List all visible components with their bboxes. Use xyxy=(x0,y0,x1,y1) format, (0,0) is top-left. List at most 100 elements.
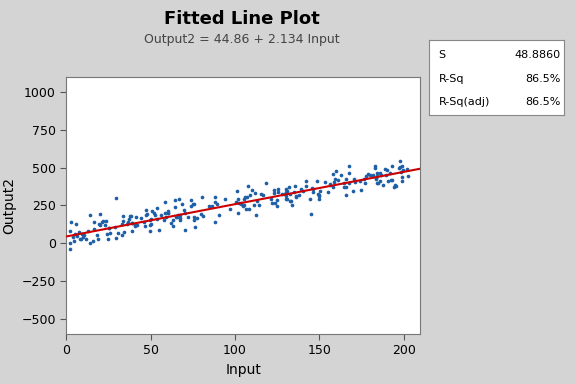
Text: S: S xyxy=(438,50,446,60)
Point xyxy=(174,212,183,218)
Point xyxy=(286,198,295,204)
Point xyxy=(392,183,401,189)
Point xyxy=(117,232,126,238)
Point xyxy=(234,200,244,207)
Point xyxy=(66,219,75,225)
Point xyxy=(153,216,162,222)
Point xyxy=(72,233,81,239)
Point xyxy=(359,176,369,182)
Point xyxy=(175,212,184,218)
Point xyxy=(92,232,101,238)
Point xyxy=(226,207,235,213)
Point xyxy=(388,177,397,183)
Point xyxy=(383,178,392,184)
Point xyxy=(240,195,249,202)
Point xyxy=(256,191,266,197)
Point xyxy=(89,219,98,225)
Point xyxy=(315,188,324,194)
Point xyxy=(105,225,114,231)
Point xyxy=(81,236,90,242)
Point xyxy=(330,176,339,182)
Point xyxy=(127,228,137,234)
Point xyxy=(381,172,391,178)
Point xyxy=(147,221,156,227)
Point xyxy=(284,184,293,190)
Point xyxy=(281,196,290,202)
Point xyxy=(373,180,382,186)
Point xyxy=(207,203,216,209)
Point xyxy=(403,173,412,179)
Point xyxy=(69,234,78,240)
Point xyxy=(65,245,74,252)
Point xyxy=(329,179,338,185)
Point xyxy=(104,225,113,231)
Point xyxy=(250,190,259,196)
Point xyxy=(259,192,268,198)
Point xyxy=(274,189,283,195)
Point xyxy=(373,170,382,176)
Point xyxy=(119,212,128,218)
Point xyxy=(89,237,98,243)
Point xyxy=(119,229,128,235)
Point xyxy=(244,205,253,212)
Point xyxy=(397,174,406,180)
Point xyxy=(96,222,105,228)
Point xyxy=(369,173,378,179)
Point xyxy=(113,230,122,236)
Point xyxy=(342,184,351,190)
Point xyxy=(370,165,380,171)
Point xyxy=(220,196,229,202)
Point xyxy=(168,223,177,229)
Text: Output2 = 44.86 + 2.134 Input: Output2 = 44.86 + 2.134 Input xyxy=(144,33,340,46)
Point xyxy=(79,232,89,238)
Point xyxy=(137,215,146,221)
Text: R-Sq: R-Sq xyxy=(438,73,464,83)
Point xyxy=(323,189,332,195)
Point xyxy=(175,217,184,223)
Point xyxy=(252,212,261,218)
Point xyxy=(160,210,169,216)
Point xyxy=(270,187,279,194)
Point xyxy=(309,189,318,195)
Point xyxy=(103,236,112,242)
Point xyxy=(273,186,282,192)
Point xyxy=(249,202,258,208)
Point xyxy=(301,182,310,189)
Point xyxy=(378,182,387,188)
Point xyxy=(281,186,290,192)
Point xyxy=(232,199,241,205)
Point xyxy=(145,228,154,234)
Point xyxy=(340,180,349,187)
Point xyxy=(255,202,264,209)
Point xyxy=(267,200,276,206)
Point xyxy=(77,230,86,237)
Point xyxy=(188,200,198,207)
Point xyxy=(386,177,396,183)
Point xyxy=(124,216,134,222)
Point xyxy=(97,218,106,225)
Text: 86.5%: 86.5% xyxy=(525,97,560,107)
Text: Fitted Line Plot: Fitted Line Plot xyxy=(164,10,320,28)
Point xyxy=(181,210,190,216)
Point xyxy=(403,166,412,172)
Point xyxy=(210,219,219,225)
Point xyxy=(234,195,243,202)
Point xyxy=(376,172,385,178)
Point xyxy=(123,218,132,225)
Point xyxy=(376,178,385,184)
Point xyxy=(306,210,316,217)
Point xyxy=(294,192,304,199)
Point xyxy=(233,210,242,216)
Point xyxy=(290,182,300,189)
Point xyxy=(90,226,99,232)
Point xyxy=(308,186,317,192)
Point xyxy=(170,204,180,210)
Point xyxy=(314,192,324,199)
Point xyxy=(344,180,353,186)
Point xyxy=(391,182,400,188)
Point xyxy=(184,214,193,220)
Point xyxy=(386,170,395,176)
Point xyxy=(281,189,290,195)
Point xyxy=(96,211,105,217)
Point xyxy=(372,173,381,179)
